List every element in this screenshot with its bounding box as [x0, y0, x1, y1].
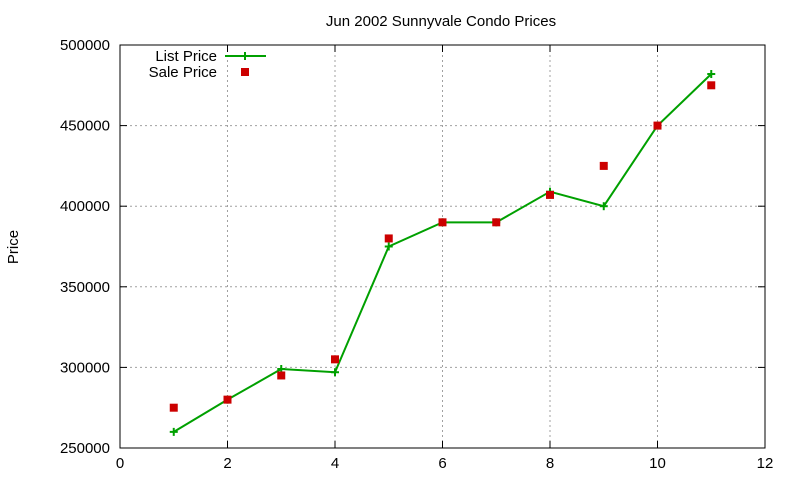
legend-label: Sale Price — [149, 64, 217, 81]
series-layer — [169, 70, 716, 436]
y-tick-label: 350000 — [60, 279, 110, 296]
y-tick-label: 450000 — [60, 118, 110, 135]
data-point — [653, 121, 662, 130]
y-tick-label: 400000 — [60, 198, 110, 215]
y-tick-label: 300000 — [60, 359, 110, 376]
data-point — [384, 242, 393, 251]
x-tick-label: 6 — [438, 455, 446, 472]
data-point — [599, 161, 608, 170]
data-point — [331, 368, 339, 377]
legend-entry: List Price — [155, 48, 266, 65]
x-tick-label: 4 — [331, 455, 339, 472]
data-point — [438, 218, 447, 227]
series-1 — [169, 81, 716, 412]
data-point — [169, 427, 178, 436]
grid-layer — [120, 45, 765, 448]
chart-title: Jun 2002 Sunnyvale Condo Prices — [326, 13, 556, 30]
legend-label: List Price — [155, 48, 217, 65]
data-point — [223, 395, 232, 404]
data-point — [707, 81, 716, 90]
tick-label-layer: 250000 300000 350000 400000 450000 500000 0 2 4 6… — [60, 37, 773, 472]
x-tick-label: 0 — [116, 455, 124, 472]
y-tick-label: 250000 — [60, 440, 110, 457]
legend-marker — [241, 52, 249, 60]
legend-entry: Sale Price — [149, 64, 249, 81]
data-point — [546, 190, 554, 199]
x-tick-label: 8 — [546, 455, 554, 472]
y-tick-label: 500000 — [60, 37, 110, 54]
data-point — [707, 70, 716, 79]
data-point — [492, 218, 501, 227]
data-point — [277, 371, 286, 380]
data-point — [384, 234, 393, 243]
x-tick-label: 10 — [649, 455, 666, 472]
data-point — [331, 355, 339, 364]
y-axis-label: Price — [5, 230, 22, 264]
series-line — [173, 73, 712, 433]
x-tick-label: 2 — [223, 455, 231, 472]
data-point — [599, 202, 608, 211]
data-point — [169, 403, 178, 412]
axis-layer — [119, 44, 766, 449]
legend-marker — [241, 68, 249, 76]
x-tick-label: 12 — [757, 455, 774, 472]
